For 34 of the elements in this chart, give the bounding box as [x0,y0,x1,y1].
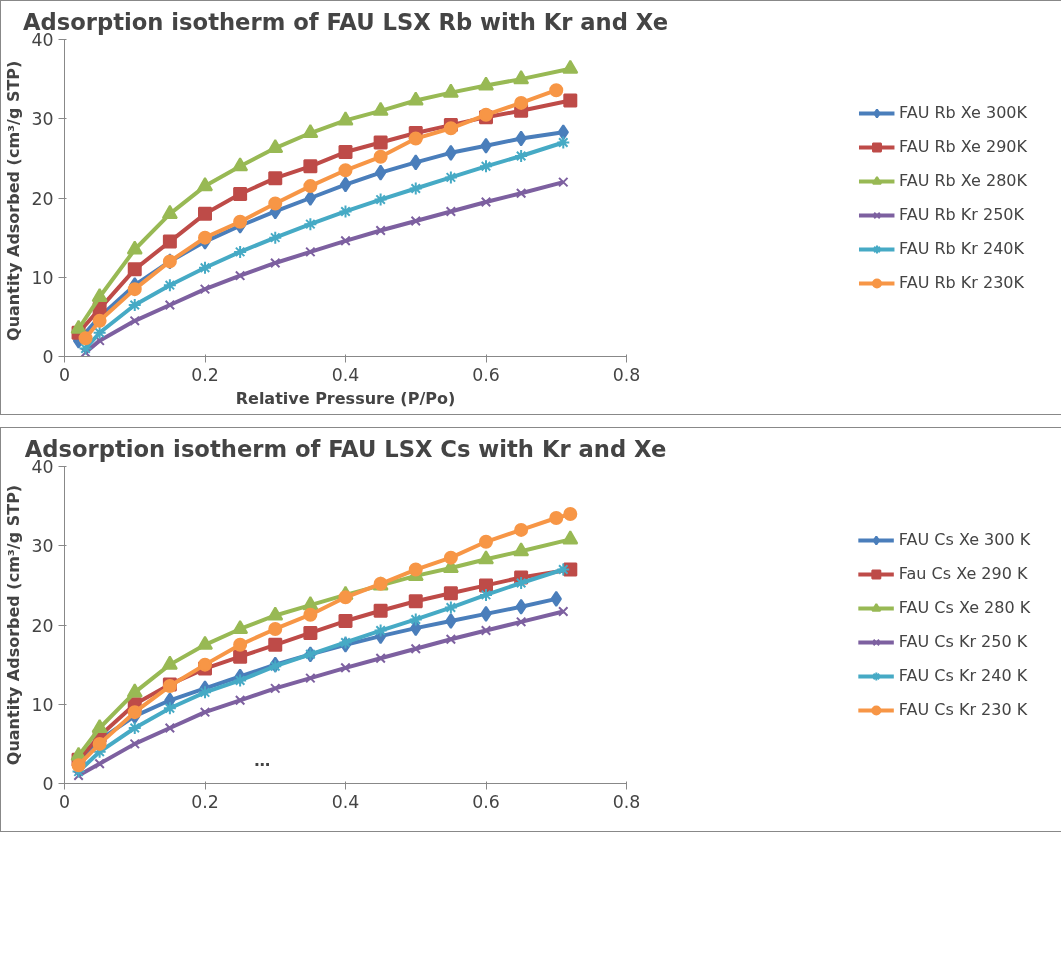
x-tick-label: 0 [58,791,71,812]
x-axis-title: Relative Pressure (P/Po) [235,388,456,408]
legend-label: FAU Rb Kr 230K [898,273,1025,292]
legend-label: FAU Cs Xe 280 K [898,598,1031,617]
y-tick-label: 20 [31,615,54,636]
y-tick-label: 10 [31,694,54,715]
legend-label: FAU Cs Kr 250 K [898,632,1028,651]
y-axis-title: Quantity Adsorbed (cm³/g STP) [4,60,24,341]
legend-label: FAU Rb Kr 250K [898,205,1025,224]
legend-label: Fau Cs Xe 290 K [898,564,1028,583]
annotation: … [254,750,271,770]
x-tick-label: 0.2 [191,364,219,385]
legend-label: FAU Cs Kr 240 K [898,666,1028,685]
legend-label: FAU Rb Xe 290K [898,137,1028,156]
legend-label: FAU Cs Kr 230 K [898,700,1028,719]
legend-label: FAU Rb Kr 240K [898,239,1025,258]
legend-label: FAU Cs Xe 300 K [898,530,1031,549]
y-tick-label: 10 [31,267,54,288]
x-tick-label: 0.2 [191,791,219,812]
legend-label: FAU Rb Xe 280K [898,171,1028,190]
y-tick-label: 30 [31,536,54,557]
y-tick-label: 30 [31,109,54,130]
x-tick-label: 0 [58,364,71,385]
legend-label: FAU Rb Xe 300K [898,103,1028,122]
y-tick-label: 0 [42,347,54,367]
x-tick-label: 0.4 [331,364,360,385]
x-tick-label: 0.6 [472,791,500,812]
x-tick-label: 0.4 [331,791,360,812]
y-tick-label: 0 [42,774,54,794]
x-tick-label: 0.8 [612,791,641,812]
x-tick-label: 0.6 [472,364,500,385]
y-axis-title: Quantity Adsorbed (cm³/g STP) [4,484,24,766]
y-tick-label: 20 [31,188,54,209]
x-tick-label: 0.8 [612,364,641,385]
